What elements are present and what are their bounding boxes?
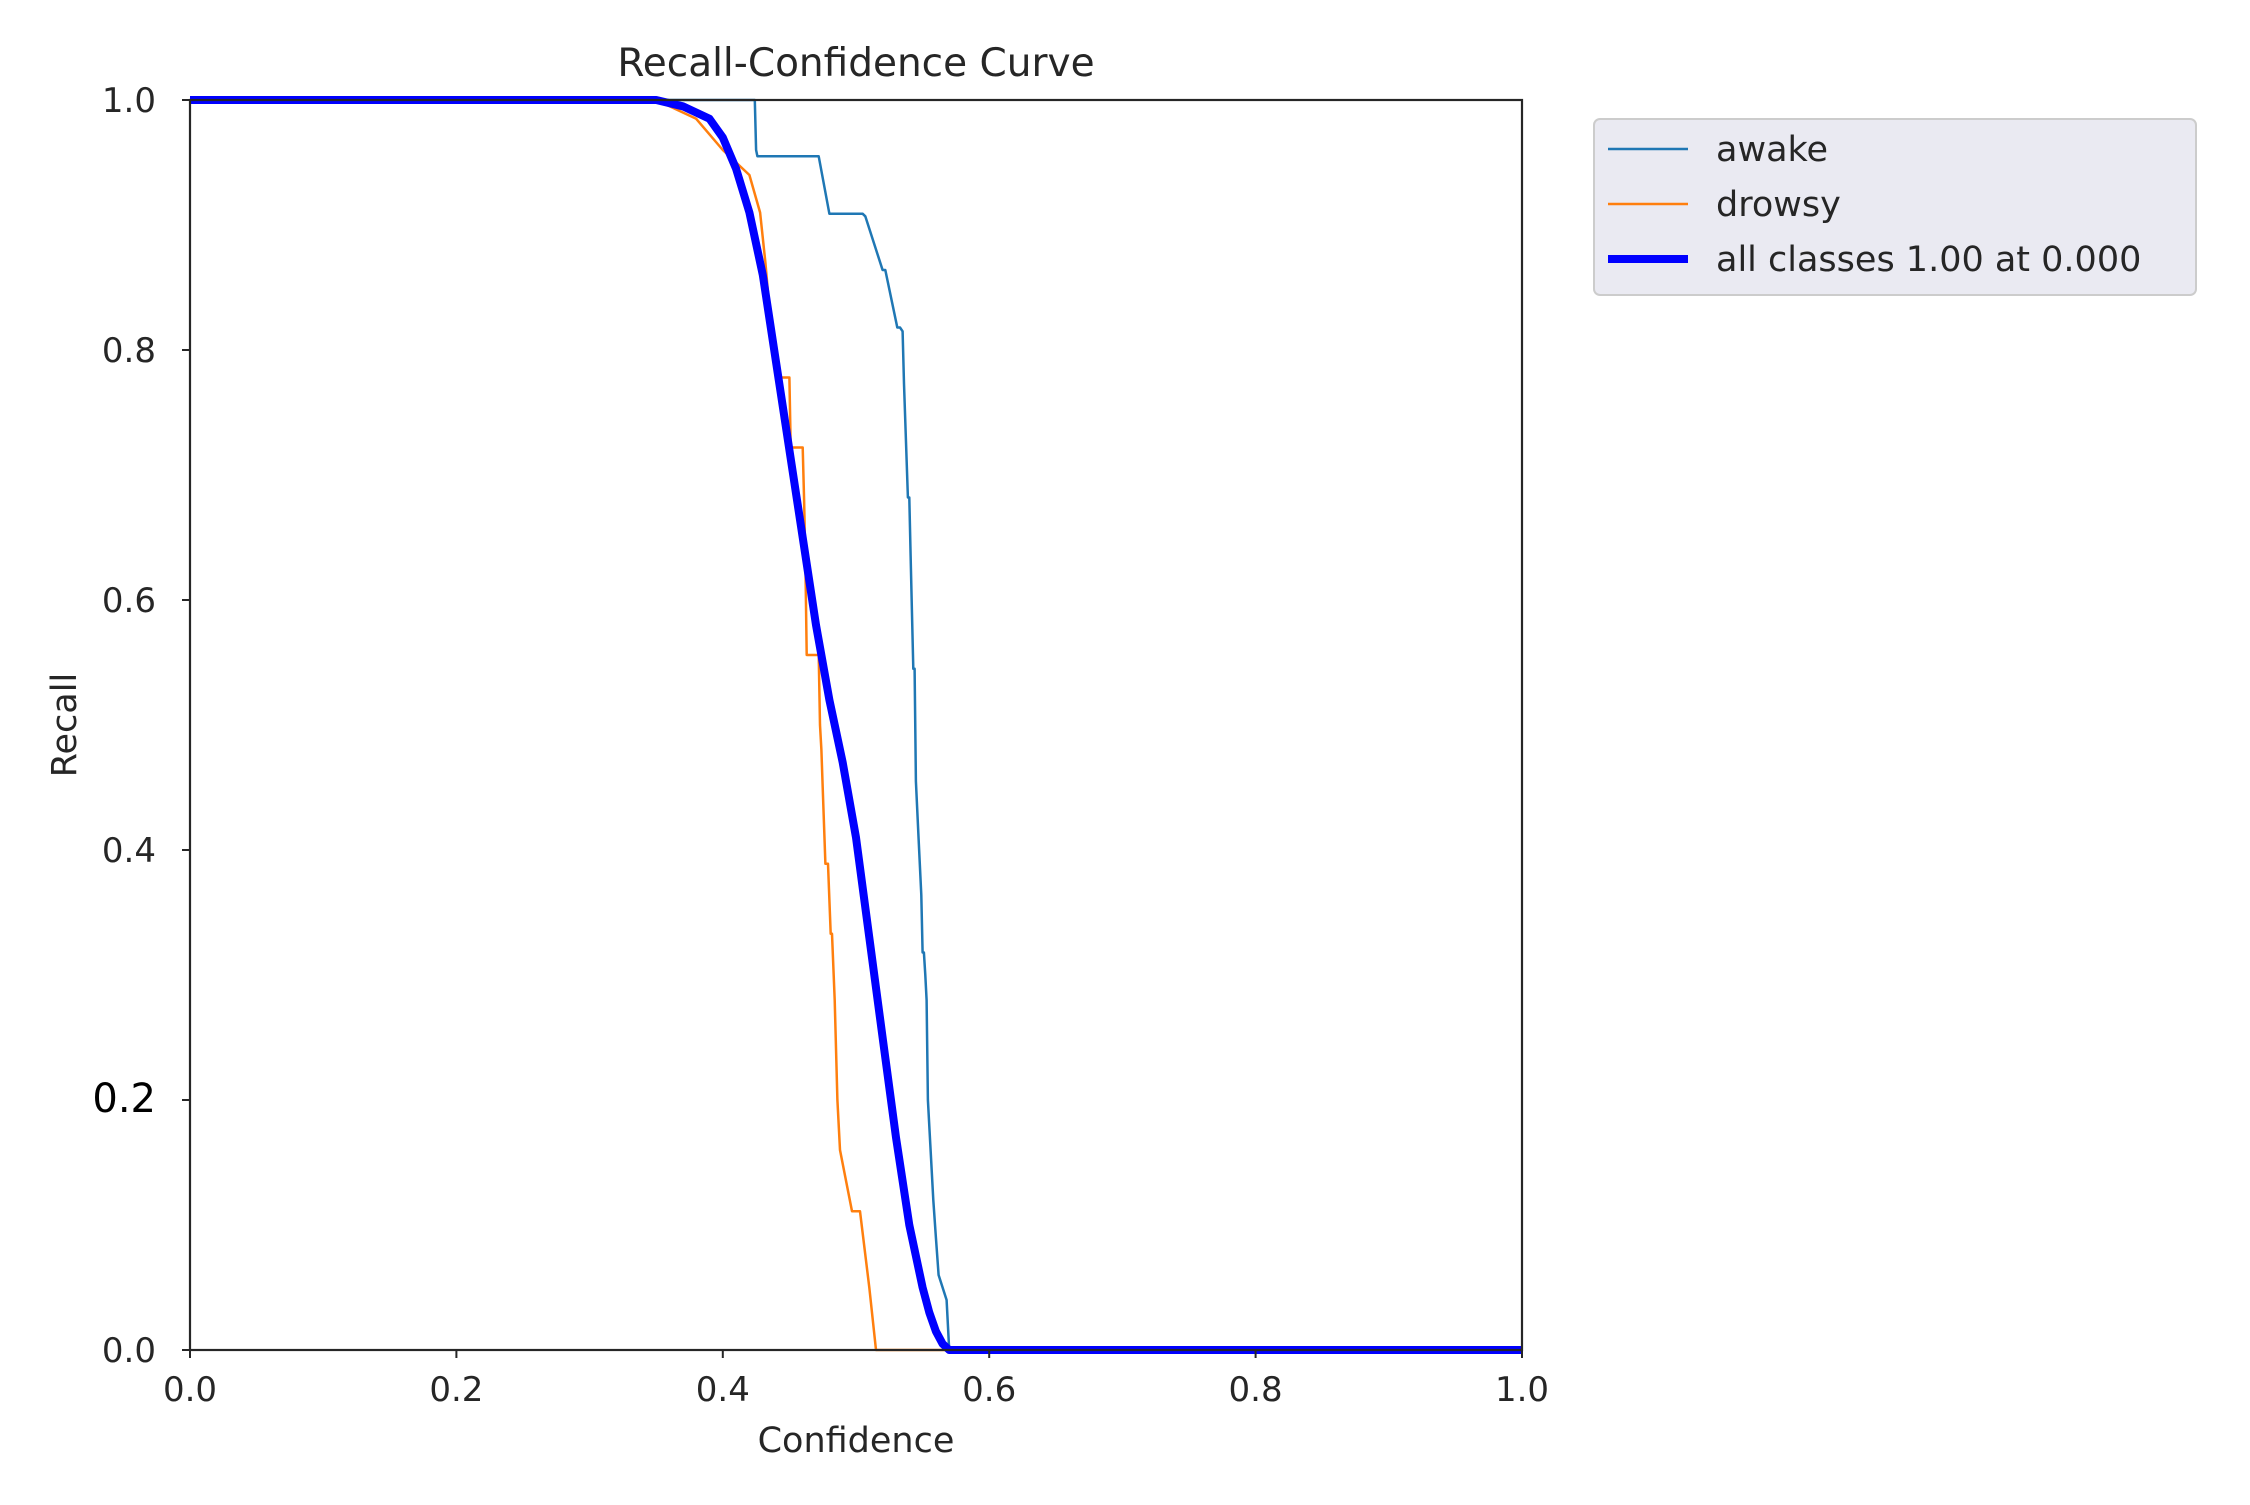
y-tick-label: 1.0 (102, 81, 156, 121)
legend-label-drowsy: drowsy (1716, 185, 1841, 225)
y-tick-label: 0.6 (102, 581, 156, 621)
x-tick-label: 0.8 (1229, 1370, 1283, 1410)
tick-layer: 0.0 0.2 0.4 0.6 0.8 1.0 0.0 0.2 0.4 0.6 0.8 1.0 (92, 81, 1549, 1410)
x-tick-label: 0.0 (163, 1370, 217, 1410)
legend-box (1593, 118, 2197, 296)
y-axis-label: Recall (45, 673, 85, 777)
y-tick-label: 0.8 (102, 331, 156, 371)
legend: awake drowsy all classes 1.00 at 0.000 (1593, 118, 2197, 296)
x-tick-label: 0.6 (962, 1370, 1016, 1410)
x-axis-label: Confidence (758, 1421, 955, 1461)
series-line-all-classes (190, 96, 1522, 1354)
series-line-awake (190, 98, 1522, 1352)
series-layer (190, 96, 1522, 1354)
legend-label-awake: awake (1716, 130, 1828, 170)
plot-frame (188, 98, 1524, 1352)
y-tick-label: 0.2 (92, 1076, 156, 1122)
chart-title: Recall-Confidence Curve (617, 41, 1094, 86)
y-tick-label: 0.0 (102, 1331, 156, 1371)
y-tick-label: 0.4 (102, 831, 156, 871)
x-tick-label: 1.0 (1495, 1370, 1549, 1410)
plot-area (190, 100, 1522, 1350)
x-tick-label: 0.4 (696, 1370, 750, 1410)
x-tick-label: 0.2 (429, 1370, 483, 1410)
legend-label-all-classes: all classes 1.00 at 0.000 (1716, 240, 2141, 280)
